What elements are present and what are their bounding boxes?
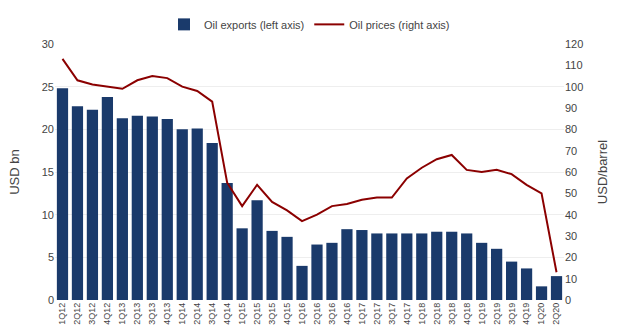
svg-text:1Q12: 1Q12 xyxy=(57,303,67,325)
svg-text:2Q18: 2Q18 xyxy=(432,303,442,325)
svg-text:2Q19: 2Q19 xyxy=(492,303,502,325)
svg-text:Oil exports (left axis): Oil exports (left axis) xyxy=(204,19,304,31)
svg-text:4Q17: 4Q17 xyxy=(402,303,412,325)
svg-text:0: 0 xyxy=(565,294,571,306)
svg-text:3Q16: 3Q16 xyxy=(327,303,337,325)
svg-text:4Q18: 4Q18 xyxy=(462,303,472,325)
svg-text:1Q18: 1Q18 xyxy=(417,303,427,325)
svg-text:5: 5 xyxy=(48,251,54,263)
svg-text:2Q12: 2Q12 xyxy=(72,303,82,325)
svg-text:2Q17: 2Q17 xyxy=(372,303,382,325)
svg-text:4Q19: 4Q19 xyxy=(521,303,531,325)
svg-text:2Q14: 2Q14 xyxy=(192,303,202,325)
svg-text:4Q13: 4Q13 xyxy=(162,303,172,325)
svg-text:1Q13: 1Q13 xyxy=(117,303,127,325)
svg-text:50: 50 xyxy=(565,187,577,199)
svg-text:80: 80 xyxy=(565,123,577,135)
svg-text:10: 10 xyxy=(42,209,54,221)
svg-text:25: 25 xyxy=(42,81,54,93)
svg-text:USD bn: USD bn xyxy=(7,149,22,195)
svg-text:3Q13: 3Q13 xyxy=(147,303,157,325)
svg-text:3Q15: 3Q15 xyxy=(267,303,277,325)
svg-text:1Q15: 1Q15 xyxy=(237,303,247,325)
svg-text:20: 20 xyxy=(565,251,577,263)
svg-text:1Q17: 1Q17 xyxy=(357,303,367,325)
svg-text:2Q20: 2Q20 xyxy=(551,303,561,325)
svg-text:4Q14: 4Q14 xyxy=(222,303,232,325)
svg-text:2Q16: 2Q16 xyxy=(312,303,322,325)
svg-text:3Q19: 3Q19 xyxy=(507,303,517,325)
svg-text:15: 15 xyxy=(42,166,54,178)
svg-text:70: 70 xyxy=(565,145,577,157)
svg-text:10: 10 xyxy=(565,273,577,285)
svg-text:4Q15: 4Q15 xyxy=(282,303,292,325)
svg-text:3Q17: 3Q17 xyxy=(387,303,397,325)
svg-text:120: 120 xyxy=(565,38,583,50)
svg-text:0: 0 xyxy=(48,294,54,306)
svg-text:60: 60 xyxy=(565,166,577,178)
svg-text:3Q18: 3Q18 xyxy=(447,303,457,325)
svg-text:20: 20 xyxy=(42,123,54,135)
svg-text:4Q16: 4Q16 xyxy=(342,303,352,325)
svg-text:30: 30 xyxy=(565,230,577,242)
svg-text:1Q19: 1Q19 xyxy=(477,303,487,325)
svg-text:100: 100 xyxy=(565,81,583,93)
svg-text:Oil prices (right axis): Oil prices (right axis) xyxy=(349,19,449,31)
svg-text:USD/barrel: USD/barrel xyxy=(595,140,610,204)
svg-text:2Q13: 2Q13 xyxy=(132,303,142,325)
svg-text:3Q14: 3Q14 xyxy=(207,303,217,325)
svg-text:4Q12: 4Q12 xyxy=(102,303,112,325)
svg-text:90: 90 xyxy=(565,102,577,114)
svg-text:1Q20: 1Q20 xyxy=(536,303,546,325)
svg-text:1Q16: 1Q16 xyxy=(297,303,307,325)
svg-text:2Q15: 2Q15 xyxy=(252,303,262,325)
svg-text:40: 40 xyxy=(565,209,577,221)
svg-text:1Q14: 1Q14 xyxy=(177,303,187,325)
svg-text:3Q12: 3Q12 xyxy=(87,303,97,325)
svg-text:30: 30 xyxy=(42,38,54,50)
svg-text:110: 110 xyxy=(565,59,583,71)
